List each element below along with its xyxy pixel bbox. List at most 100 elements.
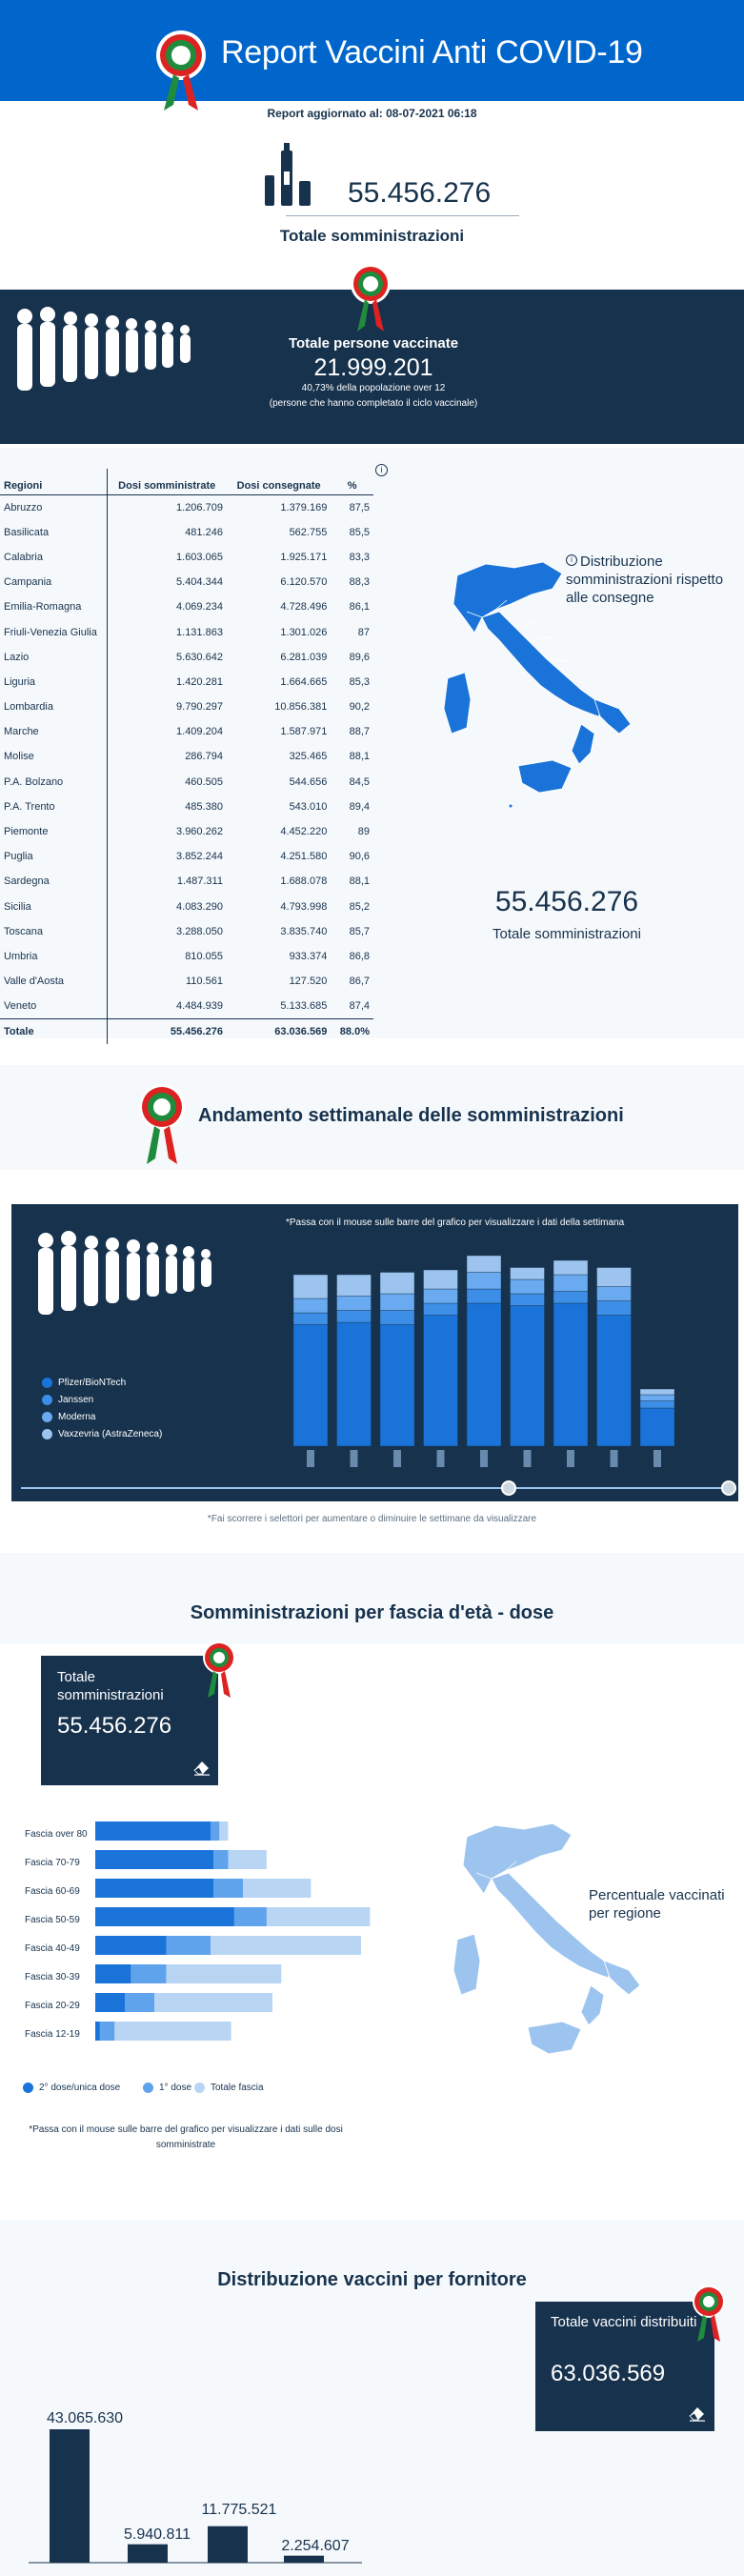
age-bar-second-dose <box>95 2022 100 2041</box>
map-total-value: 55.456.276 <box>494 886 639 917</box>
region-name: Totale <box>0 1017 108 1044</box>
italy-map-vaccinated-percentage[interactable] <box>429 1818 657 2075</box>
legend-dot <box>42 1429 52 1439</box>
weekly-bar-segment <box>423 1315 458 1447</box>
map-caption: Distribuzione somministrazioni rispetto … <box>566 553 724 606</box>
doses-delivered: 1.301.026 <box>280 626 328 638</box>
col-header-administered[interactable]: Dosi somministrate <box>107 469 227 495</box>
rosette-logo <box>690 2284 728 2345</box>
age-bar-chart[interactable] <box>95 1821 381 2056</box>
legend-janssen[interactable]: Janssen <box>42 1395 93 1408</box>
weekly-chart[interactable] <box>286 1248 705 1477</box>
weeks-range-end-handle[interactable] <box>721 1480 736 1496</box>
weekly-slider-note: *Fai scorrere i selettori per aumentare … <box>207 1514 537 1524</box>
doses-administered: 1.206.709 <box>176 501 223 513</box>
supplier-bar-chart[interactable] <box>0 2410 400 2576</box>
doses-administered: 481.246 <box>185 526 223 538</box>
legend-dot <box>42 1395 52 1405</box>
age-band-label: Fascia 20-29 <box>25 2001 80 2011</box>
weekly-bar-segment <box>553 1274 589 1292</box>
weeks-range-track[interactable] <box>21 1487 730 1489</box>
percentage: 90,6 <box>349 851 370 863</box>
supplier-total-value: 63.036.569 <box>551 2361 666 2386</box>
vaccinated-percentage: 40,73% della popolazione over 12 <box>301 383 446 393</box>
doses-delivered: 5.133.685 <box>280 1000 328 1013</box>
region-name: Friuli-Venezia Giulia <box>0 619 108 645</box>
week-tick <box>393 1450 401 1467</box>
weekly-bar-segment <box>336 1310 372 1323</box>
legend-first-dose[interactable]: 1° dose <box>143 2083 191 2093</box>
doses-delivered: 1.688.078 <box>280 875 328 888</box>
region-name: Emilia-Romagna <box>0 594 108 620</box>
eraser-icon[interactable] <box>192 1759 211 1776</box>
weekly-bar-segment <box>336 1321 372 1447</box>
age-total-box <box>41 1656 218 1785</box>
percentage: 87 <box>357 626 370 638</box>
legend-moderna[interactable]: Moderna <box>42 1412 95 1425</box>
table-row: Basilicata 481.246 562.755 85,5 <box>0 519 373 545</box>
region-name: Abruzzo <box>0 494 108 520</box>
weekly-bar-segment <box>639 1400 675 1409</box>
age-bar-second-dose <box>95 1821 211 1841</box>
supplier-bar <box>50 2429 90 2563</box>
week-tick <box>523 1450 532 1467</box>
age-bar-total <box>95 2022 231 2041</box>
rosette-logo <box>200 1640 238 1701</box>
doses-delivered: 543.010 <box>289 800 328 813</box>
legend-astrazeneca[interactable]: Vaxzevria (AstraZeneca) <box>42 1429 162 1442</box>
doses-administered: 5.404.344 <box>176 576 223 589</box>
weekly-bar-segment <box>596 1300 632 1316</box>
weeks-range-start-handle[interactable] <box>501 1480 516 1496</box>
percentage: 87,4 <box>349 1000 370 1013</box>
doses-delivered: 4.452.220 <box>280 826 328 838</box>
vaccinated-title: Totale persone vaccinate <box>288 335 459 352</box>
doses-delivered: 325.465 <box>289 751 328 763</box>
percentage: 84,5 <box>349 775 370 788</box>
doses-administered: 4.484.939 <box>176 1000 223 1013</box>
week-tick <box>480 1450 488 1467</box>
region-name: P.A. Bolzano <box>0 769 108 795</box>
table-row: Sardegna 1.487.311 1.688.078 88,1 <box>0 869 373 895</box>
weekly-bar-segment <box>292 1312 329 1325</box>
legend-pfizer[interactable]: Pfizer/BioNTech <box>42 1378 126 1391</box>
weekly-bar-segment <box>596 1286 632 1301</box>
doses-administered: 110.561 <box>186 976 223 988</box>
weekly-bar-segment <box>510 1305 545 1447</box>
legend-second-dose[interactable]: 2° dose/unica dose <box>23 2083 120 2093</box>
age-band-label: Fascia 60-69 <box>25 1886 80 1897</box>
doses-delivered: 4.728.496 <box>280 601 328 614</box>
region-name: Lombardia <box>0 694 108 720</box>
supplier-bar <box>208 2526 248 2563</box>
vaccinated-note: (persone che hanno completato il ciclo v… <box>269 398 478 409</box>
doses-administered: 5.630.642 <box>176 651 223 663</box>
supplier-bar <box>284 2555 324 2563</box>
rosette-logo <box>152 29 210 114</box>
eraser-icon[interactable] <box>688 2405 707 2422</box>
table-row: Piemonte 3.960.262 4.452.220 89 <box>0 818 373 845</box>
age-band-label: Fascia 30-39 <box>25 1972 80 1982</box>
doses-delivered: 1.664.665 <box>280 675 328 688</box>
queue-people-icon <box>13 303 204 408</box>
region-name: Molise <box>0 744 108 770</box>
info-icon[interactable]: i <box>375 464 388 476</box>
legend-total-band[interactable]: Totale fascia <box>194 2083 264 2093</box>
region-name: Sardegna <box>0 869 108 895</box>
italy-map-administered[interactable] <box>419 556 648 814</box>
info-icon[interactable]: i <box>566 554 577 566</box>
weekly-bar-segment <box>639 1394 675 1401</box>
doses-administered: 4.069.234 <box>176 601 223 614</box>
table-row: Lazio 5.630.642 6.281.039 89,6 <box>0 644 373 670</box>
total-administered-value: 55.456.276 <box>348 177 492 209</box>
col-header-percent[interactable]: % <box>331 469 373 495</box>
percentage: 85,3 <box>349 675 370 688</box>
weekly-bar-segment <box>292 1324 329 1447</box>
rosette-logo <box>348 263 393 335</box>
report-update-date: Report aggiornato al: 08-07-2021 06:18 <box>267 107 477 120</box>
weekly-bar-segment <box>596 1267 632 1287</box>
region-name: P.A. Trento <box>0 794 108 819</box>
col-header-regions[interactable]: Regioni <box>0 469 108 495</box>
percentage: 89,6 <box>349 651 370 663</box>
regions-table: Regioni Dosi somministrate Dosi consegna… <box>0 469 373 1044</box>
weekly-hover-note: *Passa con il mouse sulle barre del graf… <box>286 1218 625 1228</box>
col-header-delivered[interactable]: Dosi consegnate <box>226 469 332 495</box>
